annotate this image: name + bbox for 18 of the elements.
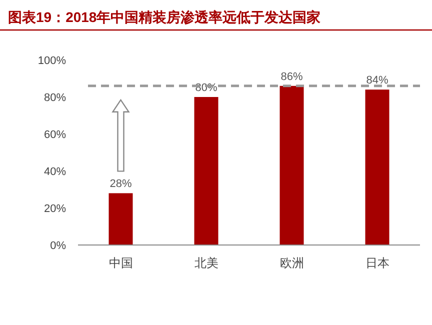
x-tick-label: 欧洲	[280, 256, 304, 270]
x-tick-label: 日本	[365, 256, 390, 270]
bar	[365, 90, 390, 245]
x-tick-label: 北美	[194, 256, 218, 270]
y-tick-label: 60%	[44, 129, 66, 141]
chart-title: 图表19：2018年中国精装房渗透率远低于发达国家	[8, 9, 321, 25]
y-tick-label: 40%	[44, 166, 66, 178]
y-tick-label: 100%	[38, 55, 66, 67]
bar	[280, 86, 304, 245]
x-tick-label: 中国	[108, 256, 133, 270]
bar	[108, 193, 133, 245]
y-tick-label: 0%	[50, 240, 66, 252]
data-label: 84%	[366, 74, 388, 87]
y-tick-label: 80%	[44, 92, 66, 104]
bar	[194, 97, 218, 245]
y-tick-label: 20%	[44, 203, 66, 215]
data-label: 86%	[280, 70, 303, 83]
data-label: 28%	[110, 178, 132, 190]
